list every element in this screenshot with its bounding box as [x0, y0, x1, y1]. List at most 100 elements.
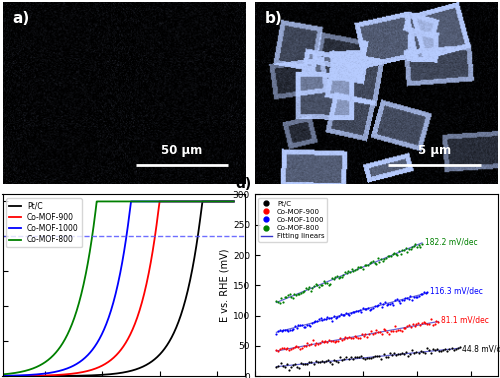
Point: [393, 296, 401, 302]
Point: [303, 322, 311, 328]
Point: [400, 297, 407, 303]
Point: [288, 327, 296, 333]
Point: [398, 328, 406, 334]
Point: [398, 350, 406, 356]
Point: [346, 354, 354, 360]
Point: [326, 315, 334, 321]
Point: [298, 345, 306, 351]
Co-MOF-800: [0, 372, 6, 376]
Point: [287, 294, 295, 301]
Point: [390, 350, 398, 356]
Point: [369, 353, 377, 359]
Point: [367, 355, 375, 361]
Pt/C: [174, 324, 180, 329]
Pt/C: [136, 366, 142, 371]
Point: [272, 330, 280, 336]
Point: [351, 267, 359, 273]
Point: [355, 354, 363, 360]
Co-MOF-900: [156, 199, 162, 204]
Point: [344, 311, 351, 317]
Point: [352, 334, 360, 340]
Point: [398, 297, 406, 303]
Point: [338, 336, 346, 342]
Point: [328, 275, 336, 281]
Point: [420, 319, 428, 325]
Point: [368, 259, 376, 265]
Point: [309, 337, 317, 343]
Point: [310, 319, 318, 325]
Point: [276, 327, 284, 333]
Point: [360, 306, 368, 312]
Point: [388, 327, 396, 333]
Point: [410, 350, 418, 356]
Point: [369, 331, 377, 337]
Point: [330, 357, 338, 363]
Point: [341, 269, 349, 275]
Point: [379, 257, 387, 263]
Point: [382, 302, 390, 308]
Point: [274, 299, 282, 305]
Point: [387, 328, 395, 334]
Point: [391, 297, 399, 304]
Point: [424, 289, 432, 295]
Point: [374, 328, 382, 335]
Point: [358, 264, 366, 270]
Text: 182.2 mV/dec: 182.2 mV/dec: [424, 237, 478, 246]
Point: [338, 357, 346, 363]
Point: [290, 291, 298, 297]
Co-MOF-800: [59, 342, 65, 347]
Point: [300, 324, 308, 330]
Point: [298, 289, 306, 295]
Point: [350, 354, 358, 360]
Point: [406, 351, 414, 357]
Point: [361, 262, 369, 268]
Point: [429, 345, 437, 352]
Point: [352, 266, 360, 272]
Point: [304, 322, 312, 328]
Point: [322, 316, 330, 322]
Point: [354, 308, 362, 314]
Point: [296, 322, 304, 328]
Point: [279, 299, 287, 305]
Point: [274, 349, 282, 355]
Point: [376, 329, 384, 335]
Point: [276, 359, 284, 366]
Text: 44.8 mV/dec: 44.8 mV/dec: [462, 345, 500, 354]
Co-MOF-1000: [0, 373, 6, 378]
Point: [334, 275, 342, 281]
Point: [320, 359, 328, 365]
Point: [452, 346, 460, 352]
Point: [312, 318, 320, 324]
Point: [344, 335, 351, 341]
Point: [414, 242, 422, 248]
Point: [333, 273, 341, 279]
Point: [386, 253, 394, 259]
Point: [305, 342, 313, 349]
Point: [285, 347, 293, 353]
Point: [314, 359, 322, 365]
Point: [304, 340, 312, 346]
Point: [342, 310, 350, 316]
Point: [362, 306, 370, 312]
Point: [392, 352, 400, 358]
Point: [362, 262, 370, 268]
Point: [386, 350, 394, 356]
Legend: Pt/C, Co-MOF-900, Co-MOF-1000, Co-MOF-800: Pt/C, Co-MOF-900, Co-MOF-1000, Co-MOF-80…: [6, 198, 82, 247]
Point: [400, 325, 407, 331]
Point: [302, 285, 310, 291]
Point: [384, 253, 392, 259]
Point: [306, 359, 314, 365]
Point: [330, 276, 338, 282]
Point: [454, 345, 462, 351]
Point: [396, 327, 404, 333]
Point: [276, 346, 284, 352]
Point: [310, 282, 318, 288]
Point: [416, 291, 424, 297]
Point: [384, 354, 392, 360]
Co-MOF-900: [230, 199, 236, 204]
Point: [348, 266, 356, 272]
Point: [326, 359, 334, 366]
Point: [380, 256, 388, 262]
Point: [374, 353, 382, 359]
Text: 5 μm: 5 μm: [418, 144, 451, 158]
